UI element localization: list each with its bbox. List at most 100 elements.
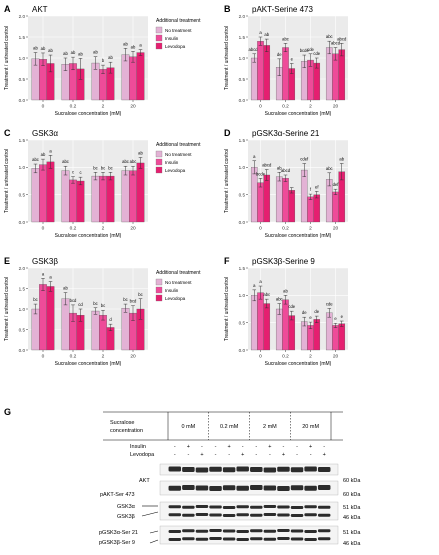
significance-letter: a (42, 271, 45, 276)
blot-band (277, 513, 290, 517)
blot-strip (159, 480, 339, 496)
significance-letter: e (309, 315, 312, 320)
legend-swatch (155, 294, 163, 302)
blot-band (222, 514, 236, 517)
significance-letter: ab (277, 165, 282, 170)
y-tick-label: 0.5 (19, 327, 26, 332)
significance-letter: bcde (300, 48, 310, 53)
significance-letter: e (334, 316, 337, 321)
significance-letter: e (341, 314, 344, 319)
bar (46, 286, 55, 351)
levodopa-sign: + (282, 452, 285, 458)
blot-band (290, 485, 304, 491)
significance-letter: f (310, 187, 312, 192)
blot-strip (159, 463, 339, 476)
bar (307, 325, 314, 351)
bar (46, 161, 55, 223)
significance-letter: c (72, 170, 74, 175)
significance-letter: bc (93, 301, 97, 306)
significance-letter: def (333, 182, 340, 187)
chart-title: pGSK3β-Serine 9 (252, 257, 315, 266)
significance-letter: abc (130, 159, 137, 164)
significance-letter: a (139, 43, 142, 48)
bar (257, 292, 264, 351)
significance-letter: de (302, 310, 307, 315)
panel-letter: A (4, 4, 11, 14)
insulin-sign: + (309, 444, 312, 450)
insulin-sign: + (268, 444, 271, 450)
significance-letter: de (314, 309, 319, 314)
legend: Additional treatment No treatment Insulin L… (155, 142, 201, 174)
bar (39, 284, 47, 351)
significance-letter: cdef (300, 157, 309, 162)
blot-band (168, 505, 182, 509)
significance-letter: ab (63, 51, 68, 56)
y-tick-label: 2.0 (19, 14, 26, 19)
significance-letter: abc (263, 292, 270, 297)
blot-band (182, 467, 195, 472)
legend-label: Levodopa (165, 44, 186, 49)
bar (288, 315, 296, 351)
panel-letter: C (4, 128, 11, 138)
blot-band (250, 513, 263, 517)
blot-band (209, 505, 222, 509)
y-tick-label: 2.0 (239, 14, 246, 19)
x-axis-label: Sucralose concentration (mM) (55, 111, 122, 117)
insulin-sign: - (174, 444, 176, 450)
x-tick-label: 20 (130, 354, 136, 360)
bar (332, 191, 339, 223)
y-tick-label: 1.0 (19, 307, 26, 312)
blot-band (277, 505, 290, 509)
bar (121, 308, 130, 351)
legend-label: Levodopa (165, 296, 186, 301)
levodopa-sign: - (174, 452, 176, 458)
insulin-sign: + (187, 444, 190, 450)
legend-label: No treatment (165, 28, 192, 33)
y-tick-label: 1.5 (19, 35, 26, 40)
x-axis-label: Sucralose concentration (mM) (55, 361, 122, 367)
significance-letter: ab (33, 46, 38, 51)
significance-letter: ab (41, 152, 46, 157)
bar (257, 41, 264, 101)
legend-swatch (155, 158, 163, 166)
x-tick-label: 0.2 (70, 104, 77, 110)
significance-letter: cde (326, 301, 333, 306)
chart-title: AKT (32, 5, 48, 14)
y-axis-label: Treatment / untreated control (4, 149, 10, 213)
legend: Additional treatment No treatment Insulin L… (155, 18, 201, 50)
legend-swatch (155, 26, 163, 34)
bar (300, 169, 308, 223)
blot-band (222, 537, 236, 541)
bar (99, 175, 107, 223)
significance-letter: de (277, 52, 282, 57)
significance-letter: ef (315, 184, 319, 189)
blot-band (209, 466, 222, 472)
y-tick-label: 2.0 (19, 266, 26, 271)
bar (313, 319, 321, 351)
blot-band (182, 513, 195, 517)
bar (275, 308, 283, 351)
y-axis-label: Treatment / untreated control (4, 26, 10, 90)
blot-band (236, 538, 249, 541)
significance-letter: cde (288, 304, 295, 309)
blot-band (195, 505, 209, 508)
blot-band (195, 513, 209, 516)
blot-band (304, 505, 317, 509)
band-arrow (149, 539, 159, 544)
levodopa-sign: - (228, 452, 230, 458)
chart-title: pGSK3α-Serine 21 (252, 129, 320, 138)
blot-band (290, 467, 304, 473)
significance-letter: e (291, 56, 294, 61)
insulin-sign: - (296, 444, 298, 450)
blot-band (195, 537, 209, 541)
concentration-label: concentration (110, 428, 143, 434)
bar (136, 162, 145, 223)
x-tick-label: 2 (309, 226, 312, 232)
significance-letter: cd (78, 302, 83, 307)
y-tick-label: 1.5 (239, 138, 246, 143)
significance-letter: bc (101, 165, 105, 170)
blot-band (209, 529, 222, 532)
significance-letter: a (49, 148, 52, 153)
significance-letter: a (259, 279, 262, 284)
